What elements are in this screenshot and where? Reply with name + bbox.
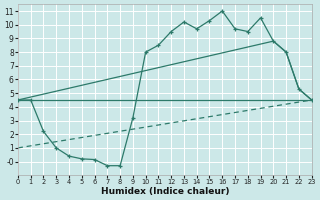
X-axis label: Humidex (Indice chaleur): Humidex (Indice chaleur) bbox=[100, 187, 229, 196]
